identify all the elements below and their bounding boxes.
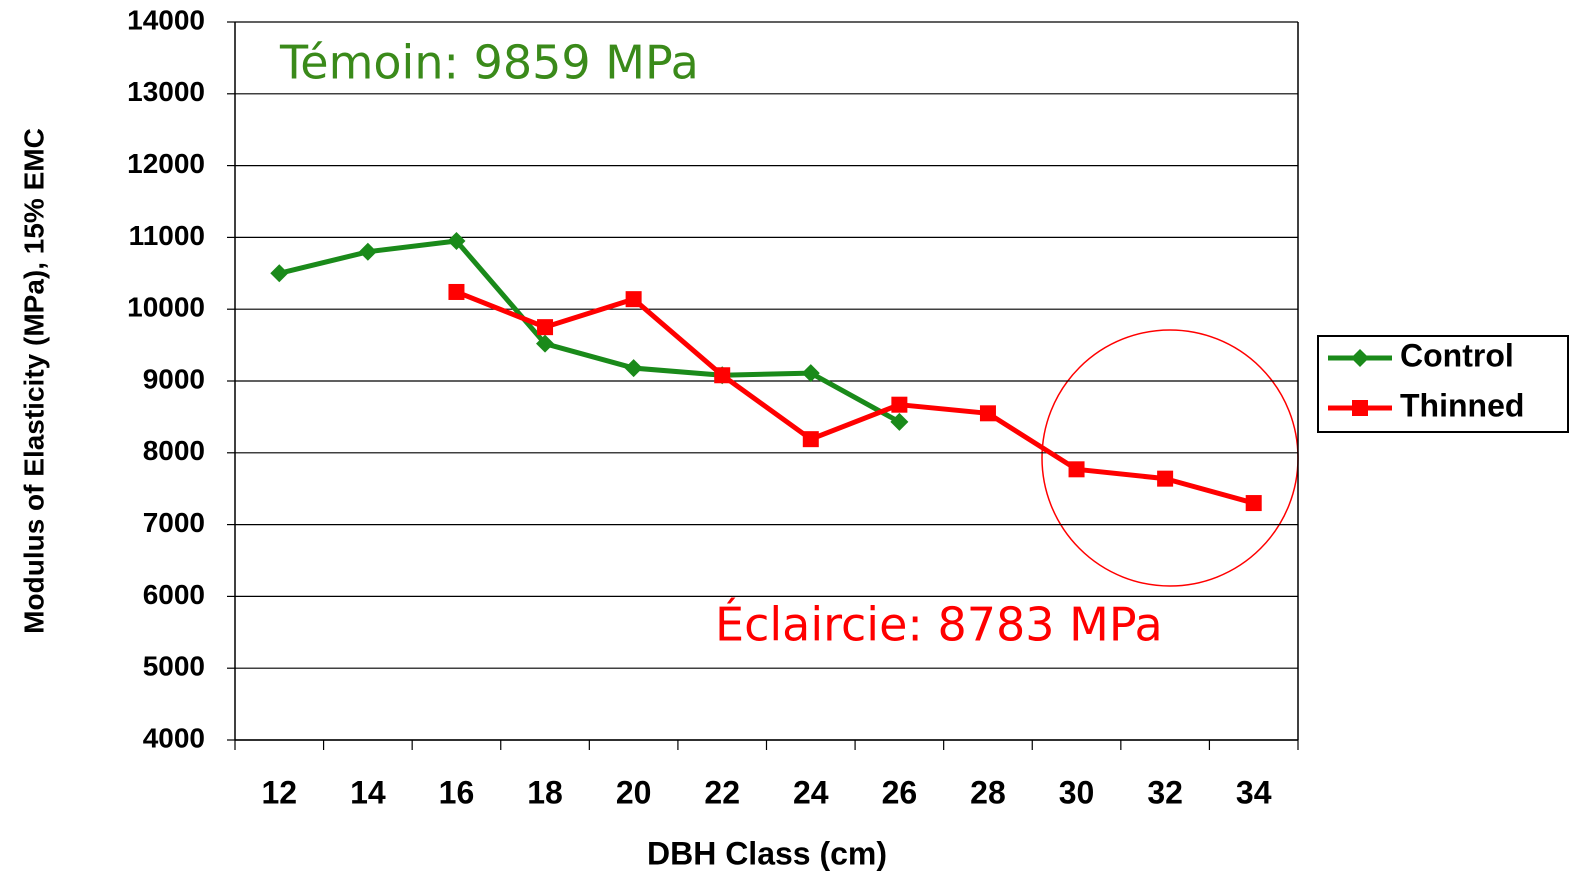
marker — [1351, 349, 1369, 367]
marker — [1157, 470, 1174, 487]
series-line — [455, 289, 1255, 506]
marker — [1068, 461, 1085, 478]
annotation: Éclaircie: 8783 MPa — [715, 598, 1163, 652]
marker — [536, 334, 555, 353]
marker — [448, 283, 465, 300]
x-tick-label: 14 — [350, 774, 386, 810]
marker — [270, 264, 289, 283]
legend-label: Thinned — [1400, 387, 1524, 423]
x-tick-label: 22 — [704, 774, 740, 810]
y-tick-label: 13000 — [127, 76, 205, 107]
x-tick-label: 24 — [793, 774, 829, 810]
x-tick-label: 30 — [1059, 774, 1095, 810]
marker — [358, 242, 377, 261]
x-tick-label: 26 — [882, 774, 918, 810]
x-tick-label: 16 — [439, 774, 475, 810]
y-tick-label: 5000 — [143, 651, 205, 682]
y-tick-label: 9000 — [143, 363, 205, 394]
y-tick-label: 14000 — [127, 4, 205, 35]
legend-label: Control — [1400, 337, 1514, 373]
marker — [891, 396, 908, 413]
marker — [1245, 495, 1262, 512]
x-tick-label: 18 — [527, 774, 563, 810]
marker — [1352, 400, 1368, 416]
y-tick-label: 6000 — [143, 579, 205, 610]
series-line — [278, 238, 901, 425]
x-tick-label: 12 — [261, 774, 297, 810]
x-axis-title: DBH Class (cm) — [647, 835, 887, 871]
annotation: Témoin: 9859 MPa — [279, 36, 699, 90]
y-axis-title: Modulus of Elasticity (MPa), 15% EMC — [18, 128, 49, 634]
marker — [802, 431, 819, 448]
marker — [801, 364, 820, 383]
y-tick-label: 8000 — [143, 435, 205, 466]
highlight-circle — [1041, 329, 1299, 587]
y-tick-label: 7000 — [143, 507, 205, 538]
marker — [890, 412, 909, 431]
x-tick-label: 28 — [970, 774, 1006, 810]
y-tick-label: 4000 — [143, 722, 205, 753]
marker — [447, 231, 466, 250]
marker — [624, 359, 643, 378]
marker — [714, 367, 731, 384]
x-tick-label: 34 — [1236, 774, 1272, 810]
marker — [537, 319, 554, 336]
x-tick-label: 32 — [1147, 774, 1183, 810]
marker — [979, 405, 996, 422]
x-tick-label: 20 — [616, 774, 652, 810]
y-tick-label: 12000 — [127, 148, 205, 179]
y-tick-label: 11000 — [129, 220, 205, 251]
y-tick-label: 10000 — [127, 292, 205, 323]
marker — [625, 291, 642, 308]
